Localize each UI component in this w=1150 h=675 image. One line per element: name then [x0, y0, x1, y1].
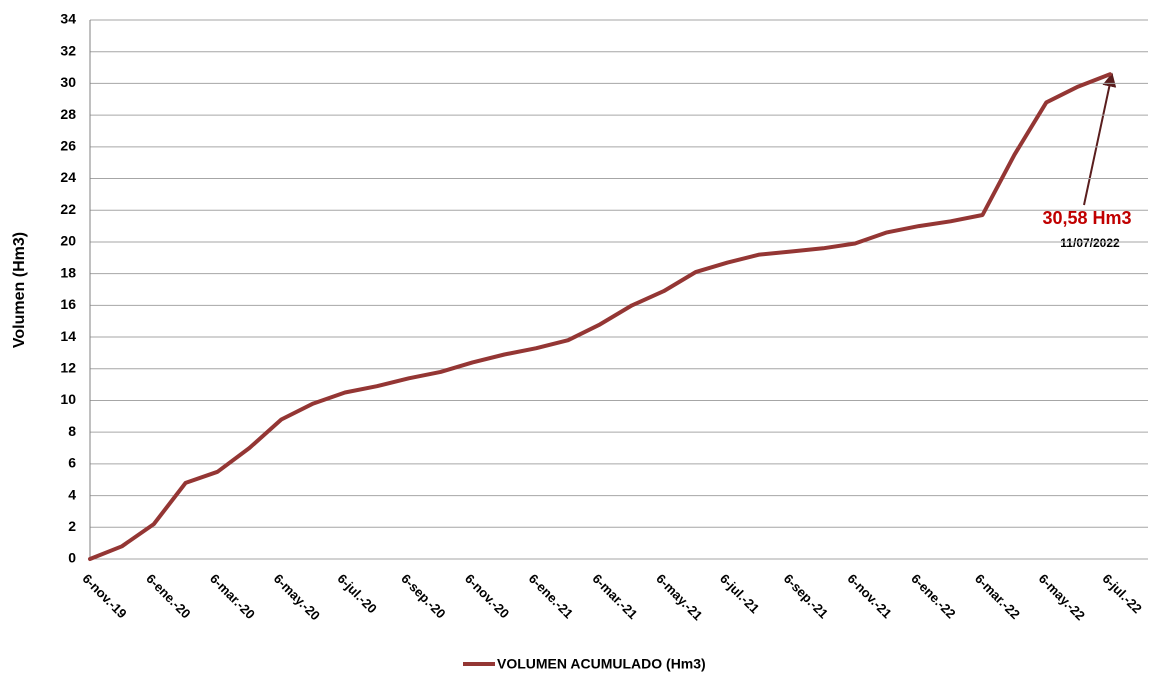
y-tick-label: 10 [60, 391, 76, 407]
y-tick-label: 14 [60, 328, 76, 344]
x-tick-label: 6-mar.-21 [589, 571, 640, 622]
y-tick-label: 28 [60, 106, 76, 122]
line [88, 72, 1112, 561]
y-tick-label: 6 [68, 455, 76, 471]
x-tick-label: 6-jul.-20 [334, 571, 379, 616]
x-tick-label: 6-may.-21 [653, 571, 705, 623]
y-tick-label: 8 [68, 423, 76, 439]
y-tick-label: 20 [60, 233, 76, 249]
y-tick-label: 4 [68, 486, 76, 502]
y-tick-label: 16 [60, 296, 76, 312]
x-tick-label: 6-sep.-20 [398, 571, 448, 621]
y-tick-label: 24 [60, 169, 76, 185]
y-tick-label: 32 [60, 42, 76, 58]
annotation: 30,58 Hm3 [1042, 208, 1131, 228]
x-tick-label: 6-jul.-21 [717, 571, 762, 616]
x-tick-label: 6-ene.-22 [908, 571, 958, 621]
y-axis-label: Volumen (Hm3) [11, 232, 28, 348]
y-tick-label: 26 [60, 138, 76, 154]
x-tick-label: 6-ene.-20 [143, 571, 193, 621]
legend-label: VOLUMEN ACUMULADO (Hm3) [497, 656, 706, 672]
y-tick-label: 30 [60, 74, 76, 90]
x-tick-label: 6-may.-20 [271, 571, 323, 623]
x-tick-label: 6-sep.-21 [781, 571, 831, 621]
annotation-date: 11/07/2022 [1060, 236, 1120, 250]
y-tick-label: 22 [60, 201, 76, 217]
y-tick-label: 18 [60, 264, 76, 280]
y-tick-label: 12 [60, 359, 76, 375]
x-tick-label: 6-nov.-19 [79, 571, 129, 621]
x-tick-label: 6-ene.-21 [526, 571, 576, 621]
x-tick-label: 6-may.-22 [1036, 571, 1088, 623]
y-tick-label: 0 [68, 550, 76, 566]
y-tick-label: 2 [68, 518, 76, 534]
x-tick-label: 6-jul.-22 [1099, 571, 1144, 616]
x-tick-label: 6-mar.-22 [972, 571, 1023, 622]
x-tick-label: 6-nov.-21 [844, 571, 894, 621]
x-tick-label: 6-mar.-20 [207, 571, 258, 622]
x-tick-label: 6-nov.-20 [462, 571, 512, 621]
annotation-arrow [1083, 72, 1117, 206]
y-tick-label: 34 [60, 11, 76, 27]
